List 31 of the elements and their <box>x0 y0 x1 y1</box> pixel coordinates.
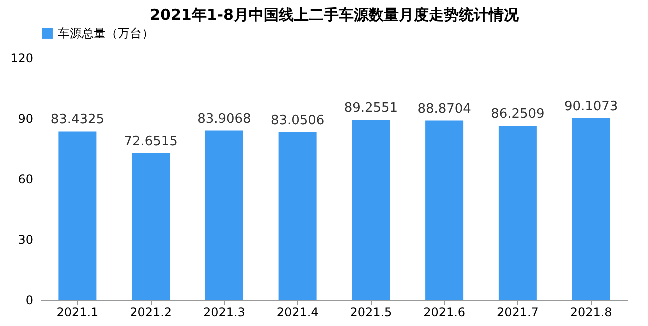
bar <box>426 120 464 300</box>
data-label: 90.1073 <box>564 99 618 114</box>
data-label: 86.2509 <box>491 107 545 122</box>
data-label: 88.8704 <box>418 102 472 117</box>
data-label: 83.4325 <box>50 112 105 128</box>
y-tick-label: 30 <box>18 233 34 247</box>
chart-title: 2021年1-8月中国线上二手车源数量月度走势统计情况 <box>150 6 520 24</box>
data-label: 89.2551 <box>344 101 398 116</box>
y-tick-label: 90 <box>18 112 34 126</box>
x-tick-label: 2021.3 <box>203 306 246 320</box>
bar <box>132 153 170 300</box>
x-tick-label: 2021.6 <box>424 306 466 320</box>
bar <box>352 120 390 300</box>
bar <box>572 118 610 300</box>
x-tick-label: 2021.4 <box>276 306 319 320</box>
x-tick-label: 2021.5 <box>350 306 392 320</box>
bar <box>205 130 244 300</box>
x-tick-label: 2021.2 <box>130 306 172 320</box>
x-tick-label: 2021.8 <box>570 306 612 320</box>
data-label: 83.0506 <box>270 114 325 129</box>
bar <box>58 132 97 300</box>
data-label: 83.9068 <box>198 112 252 127</box>
x-tick-label: 2021.7 <box>496 306 539 320</box>
x-tick-label: 2021.1 <box>56 306 99 320</box>
y-tick-label: 120 <box>10 52 34 66</box>
bar <box>498 126 537 300</box>
legend-label: 车源总量（万台） <box>58 26 154 40</box>
y-tick-label: 60 <box>18 172 34 186</box>
y-tick-label: 0 <box>26 294 34 308</box>
data-label: 72.6515 <box>124 134 178 150</box>
bar <box>278 132 317 300</box>
